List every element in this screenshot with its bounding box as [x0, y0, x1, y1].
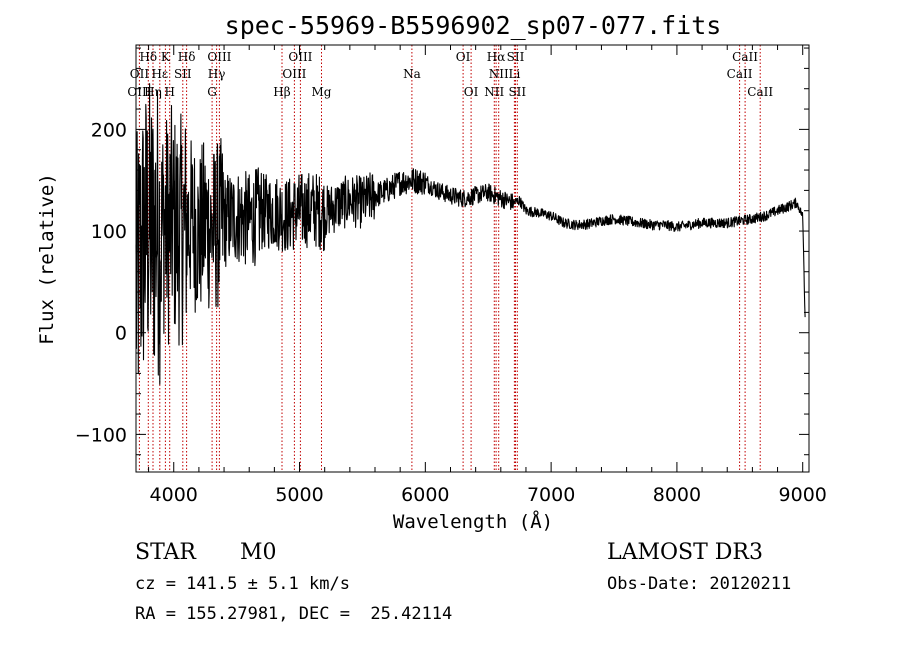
line-label: Na — [403, 67, 421, 81]
redshift-cz: cz = 141.5 ± 5.1 km/s — [135, 574, 350, 594]
line-label: H — [164, 85, 174, 99]
y-tick-label: 100 — [91, 221, 127, 243]
object-subclass: M0 — [240, 540, 277, 565]
line-label: SII — [174, 67, 192, 81]
line-label: NII — [489, 67, 509, 81]
y-axis-label: Flux (relative) — [36, 173, 58, 345]
line-label: OIII — [207, 50, 231, 64]
line-label: OII — [130, 67, 150, 81]
line-label: NII — [484, 85, 504, 99]
line-label: Hβ — [273, 85, 290, 99]
line-label: OIII — [288, 50, 312, 64]
line-label: K — [161, 50, 171, 64]
spectrum-line — [135, 83, 806, 385]
line-label: Li — [508, 67, 520, 81]
x-tick-label: 8000 — [653, 484, 701, 506]
sky-coordinates: RA = 155.27981, DEC = 25.42114 — [135, 604, 453, 624]
line-label: CaII — [727, 67, 753, 81]
x-tick-label: 6000 — [401, 484, 449, 506]
line-label: OI — [464, 85, 479, 99]
line-label: OIII — [127, 85, 151, 99]
line-label: Hε — [151, 67, 168, 81]
line-label: CaII — [732, 50, 758, 64]
x-tick-label: 4000 — [150, 484, 198, 506]
line-label: SII — [507, 50, 525, 64]
survey-name: LAMOST DR3 — [607, 540, 763, 565]
line-label: Hδ — [139, 50, 157, 64]
line-label: Hη — [144, 85, 162, 99]
line-label: CaII — [747, 85, 773, 99]
plot-frame — [135, 44, 810, 473]
line-label: OIII — [282, 67, 306, 81]
object-class: STAR — [135, 540, 196, 565]
y-tick-label: −100 — [75, 424, 127, 446]
x-axis-label: Wavelength (Å) — [393, 510, 553, 533]
line-label: Hγ — [208, 67, 226, 81]
line-label: OI — [456, 50, 471, 64]
y-tick-label: 0 — [115, 323, 127, 345]
line-label: G — [207, 85, 217, 99]
line-label: Hδ — [178, 50, 196, 64]
x-tick-label: 7000 — [527, 484, 575, 506]
x-tick-label: 5000 — [275, 484, 323, 506]
chart-title: spec-55969-B5596902_sp07-077.fits — [225, 11, 722, 40]
y-tick-label: 200 — [91, 119, 127, 141]
line-label: SII — [508, 85, 526, 99]
observation-date: Obs-Date: 20120211 — [607, 574, 792, 594]
line-label: Mg — [312, 85, 332, 99]
x-tick-label: 9000 — [779, 484, 827, 506]
line-label: Hα — [487, 50, 506, 64]
